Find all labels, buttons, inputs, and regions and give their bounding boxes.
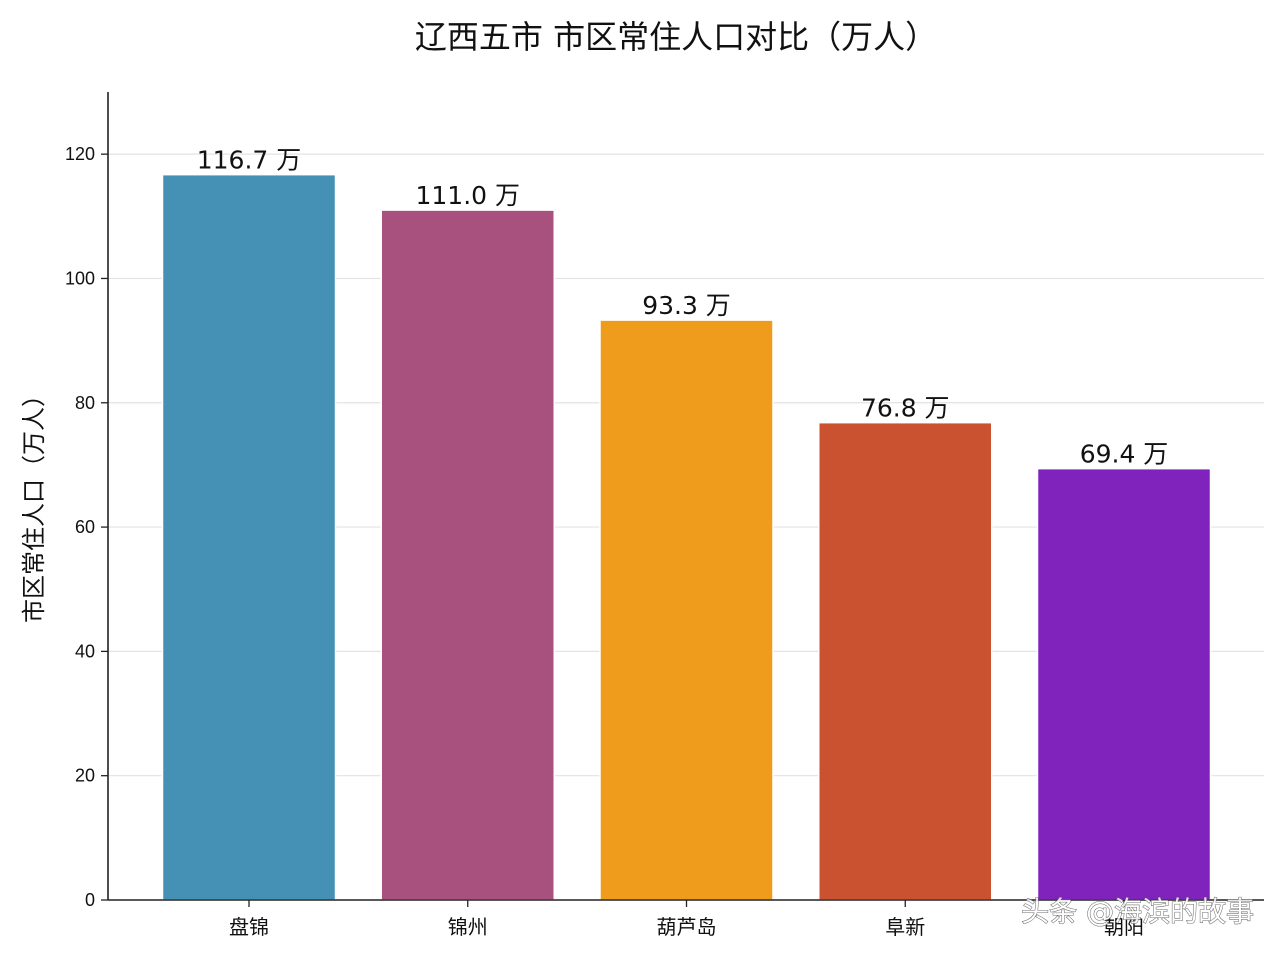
y-tick-label: 60 [75, 517, 95, 537]
watermark-text: 头条 @海滨的故事 [1021, 895, 1254, 928]
x-tick-label: 盘锦 [229, 915, 269, 939]
y-tick-label: 20 [75, 766, 95, 786]
data-label: 93.3 万 [642, 291, 731, 320]
y-tick-label: 40 [75, 641, 95, 661]
bar [380, 209, 555, 901]
y-tick-labels: 0 20 40 60 80 100 120 [65, 144, 95, 910]
bar [599, 319, 774, 901]
x-tick-label: 朝阳 [1104, 915, 1144, 939]
y-tick-label: 120 [65, 144, 95, 164]
y-tick-label: 0 [85, 890, 95, 910]
value-labels: 116.7 万 111.0 万 93.3 万 76.8 万 69.4 万 [197, 146, 1169, 469]
y-axis-label: 市区常住人口（万人） [20, 383, 48, 623]
data-label: 116.7 万 [197, 146, 302, 175]
axes [101, 92, 1264, 907]
bar [161, 173, 337, 901]
x-tick-label: 阜新 [885, 915, 925, 939]
y-tick-label: 80 [75, 393, 95, 413]
x-tick-labels: 盘锦 锦州 葫芦岛 阜新 朝阳 [229, 915, 1144, 939]
bar [1036, 467, 1212, 901]
y-tick-label: 100 [65, 268, 95, 288]
bar [818, 421, 993, 901]
chart-title: 辽西五市 市区常住人口对比（万人） [415, 18, 937, 56]
x-tick-label: 锦州 [448, 915, 488, 939]
x-tick-label: 葫芦岛 [657, 915, 717, 939]
bars [161, 173, 1212, 901]
data-label: 111.0 万 [415, 181, 520, 210]
data-label: 69.4 万 [1080, 440, 1169, 469]
data-label: 76.8 万 [861, 394, 950, 423]
